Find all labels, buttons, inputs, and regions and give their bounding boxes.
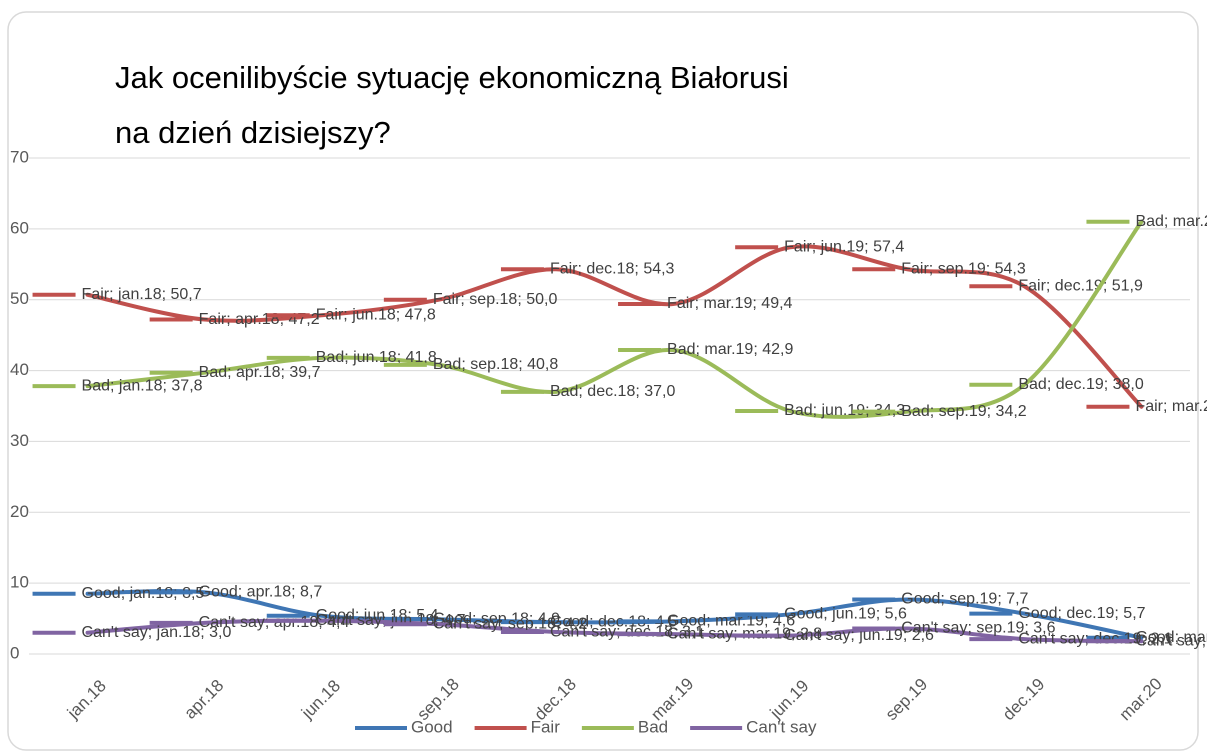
data-label: Can't say; mar.20; 1,8 bbox=[1135, 632, 1207, 649]
chart-frame bbox=[7, 11, 1199, 751]
series-line bbox=[85, 618, 1144, 644]
series-line bbox=[85, 244, 1144, 409]
data-label: Bad; jan.18; 37,8 bbox=[82, 377, 203, 394]
data-label: Good; dec.18; 4,5 bbox=[550, 613, 677, 630]
data-label: Bad; sep.18; 40,8 bbox=[433, 356, 559, 373]
y-tick-label: 70 bbox=[10, 147, 29, 166]
data-label: Bad; apr.18; 39,7 bbox=[199, 364, 321, 381]
y-tick-label: 10 bbox=[10, 573, 29, 592]
data-label: Bad; dec.18; 37,0 bbox=[550, 383, 676, 400]
data-label: Good; sep.19; 7,7 bbox=[901, 591, 1028, 608]
data-label: Fair; sep.18; 50,0 bbox=[433, 291, 558, 308]
data-label: Can't say; dec.18; 3,1 bbox=[550, 623, 704, 640]
data-label: Good; jan.18; 8,5 bbox=[82, 585, 205, 602]
data-label: Can't say; jan.18; 3,0 bbox=[82, 624, 232, 641]
y-tick-label: 50 bbox=[10, 289, 29, 308]
data-label: Fair; dec.18; 54,3 bbox=[550, 260, 675, 277]
data-label: Good; dec.19; 5,7 bbox=[1018, 605, 1145, 622]
data-label: Fair; mar.19; 49,4 bbox=[667, 295, 792, 312]
y-tick-label: 40 bbox=[10, 360, 29, 379]
y-tick-label: 30 bbox=[10, 431, 29, 450]
data-label: Can't say; jun.19; 2,6 bbox=[784, 627, 934, 644]
series-line bbox=[85, 219, 1144, 419]
data-label: Bad; jun.18; 41,8 bbox=[316, 349, 437, 366]
legend-label: Bad bbox=[638, 717, 668, 736]
y-tick-label: 60 bbox=[10, 218, 29, 237]
data-label: Good; mar.19; 4,6 bbox=[667, 613, 795, 630]
legend-label: Fair bbox=[531, 717, 561, 736]
data-label: Bad; mar.20; 61,0 bbox=[1135, 213, 1207, 230]
data-label: Fair; jun.19; 57,4 bbox=[784, 238, 904, 255]
data-label: Good; mar.20; 2,3 bbox=[1135, 629, 1207, 646]
series-line bbox=[85, 588, 1144, 640]
data-label: Fair; jan.18; 50,7 bbox=[82, 286, 202, 303]
data-label: Can't say; jun.18; 4,7 bbox=[316, 612, 466, 629]
data-label: Can't say; dec.19; 2,1 bbox=[1018, 630, 1172, 647]
data-label: Good; jun.19; 5,6 bbox=[784, 606, 907, 623]
legend-label: Good bbox=[411, 717, 453, 736]
data-label: Bad; dec.19; 38,0 bbox=[1018, 376, 1144, 393]
data-label: Good; apr.18; 8,7 bbox=[199, 584, 323, 601]
data-label: Bad; mar.19; 42,9 bbox=[667, 341, 793, 358]
data-label: Fair; sep.19; 54,3 bbox=[901, 260, 1026, 277]
data-label: Can't say; sep.18; 4,2 bbox=[433, 615, 587, 632]
data-label: Bad; jun.19; 34,3 bbox=[784, 402, 905, 419]
y-tick-label: 20 bbox=[10, 502, 29, 521]
legend-label: Can't say bbox=[746, 717, 817, 736]
y-tick-label: 0 bbox=[10, 643, 19, 662]
data-label: Fair; dec.19; 51,9 bbox=[1018, 277, 1143, 294]
data-label: Can't say; sep.19; 3,6 bbox=[901, 620, 1055, 637]
legend: Good Fair Bad Can't say bbox=[355, 717, 817, 736]
chart-title: Jak ocenilibyście sytuację ekonomiczną B… bbox=[115, 60, 789, 95]
data-label: Fair; jun.18; 47,8 bbox=[316, 307, 436, 324]
data-label: Fair; mar.20; 34,9 bbox=[1135, 398, 1207, 415]
chart-title: na dzień dzisiejszy? bbox=[115, 115, 391, 150]
data-label: Bad; sep.19; 34,2 bbox=[901, 403, 1027, 420]
